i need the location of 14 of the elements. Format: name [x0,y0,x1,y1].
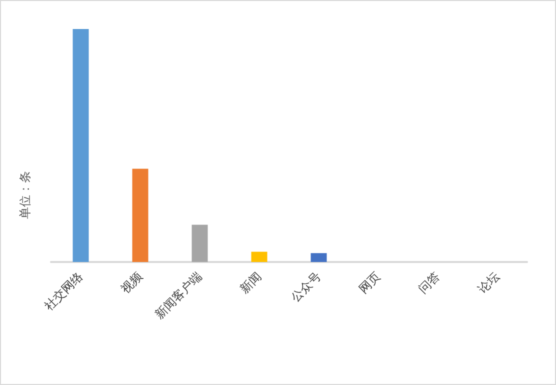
x-tick-label: 视频 [118,269,146,296]
x-tick-label: 新闻 [237,269,264,296]
bar [192,224,208,262]
bar [132,168,148,262]
x-tick-label: 新闻客户端 [152,269,205,322]
x-tick-label: 公众号 [288,269,324,304]
x-tick-label: 社交网络 [42,269,86,313]
bar [310,253,327,262]
bar [72,29,89,262]
bar [251,252,268,262]
x-tick-label: 论坛 [475,269,502,296]
x-tick-label: 网页 [356,269,384,296]
y-axis-title: 单位：条 [18,171,32,219]
x-tick-label: 问答 [416,269,443,296]
